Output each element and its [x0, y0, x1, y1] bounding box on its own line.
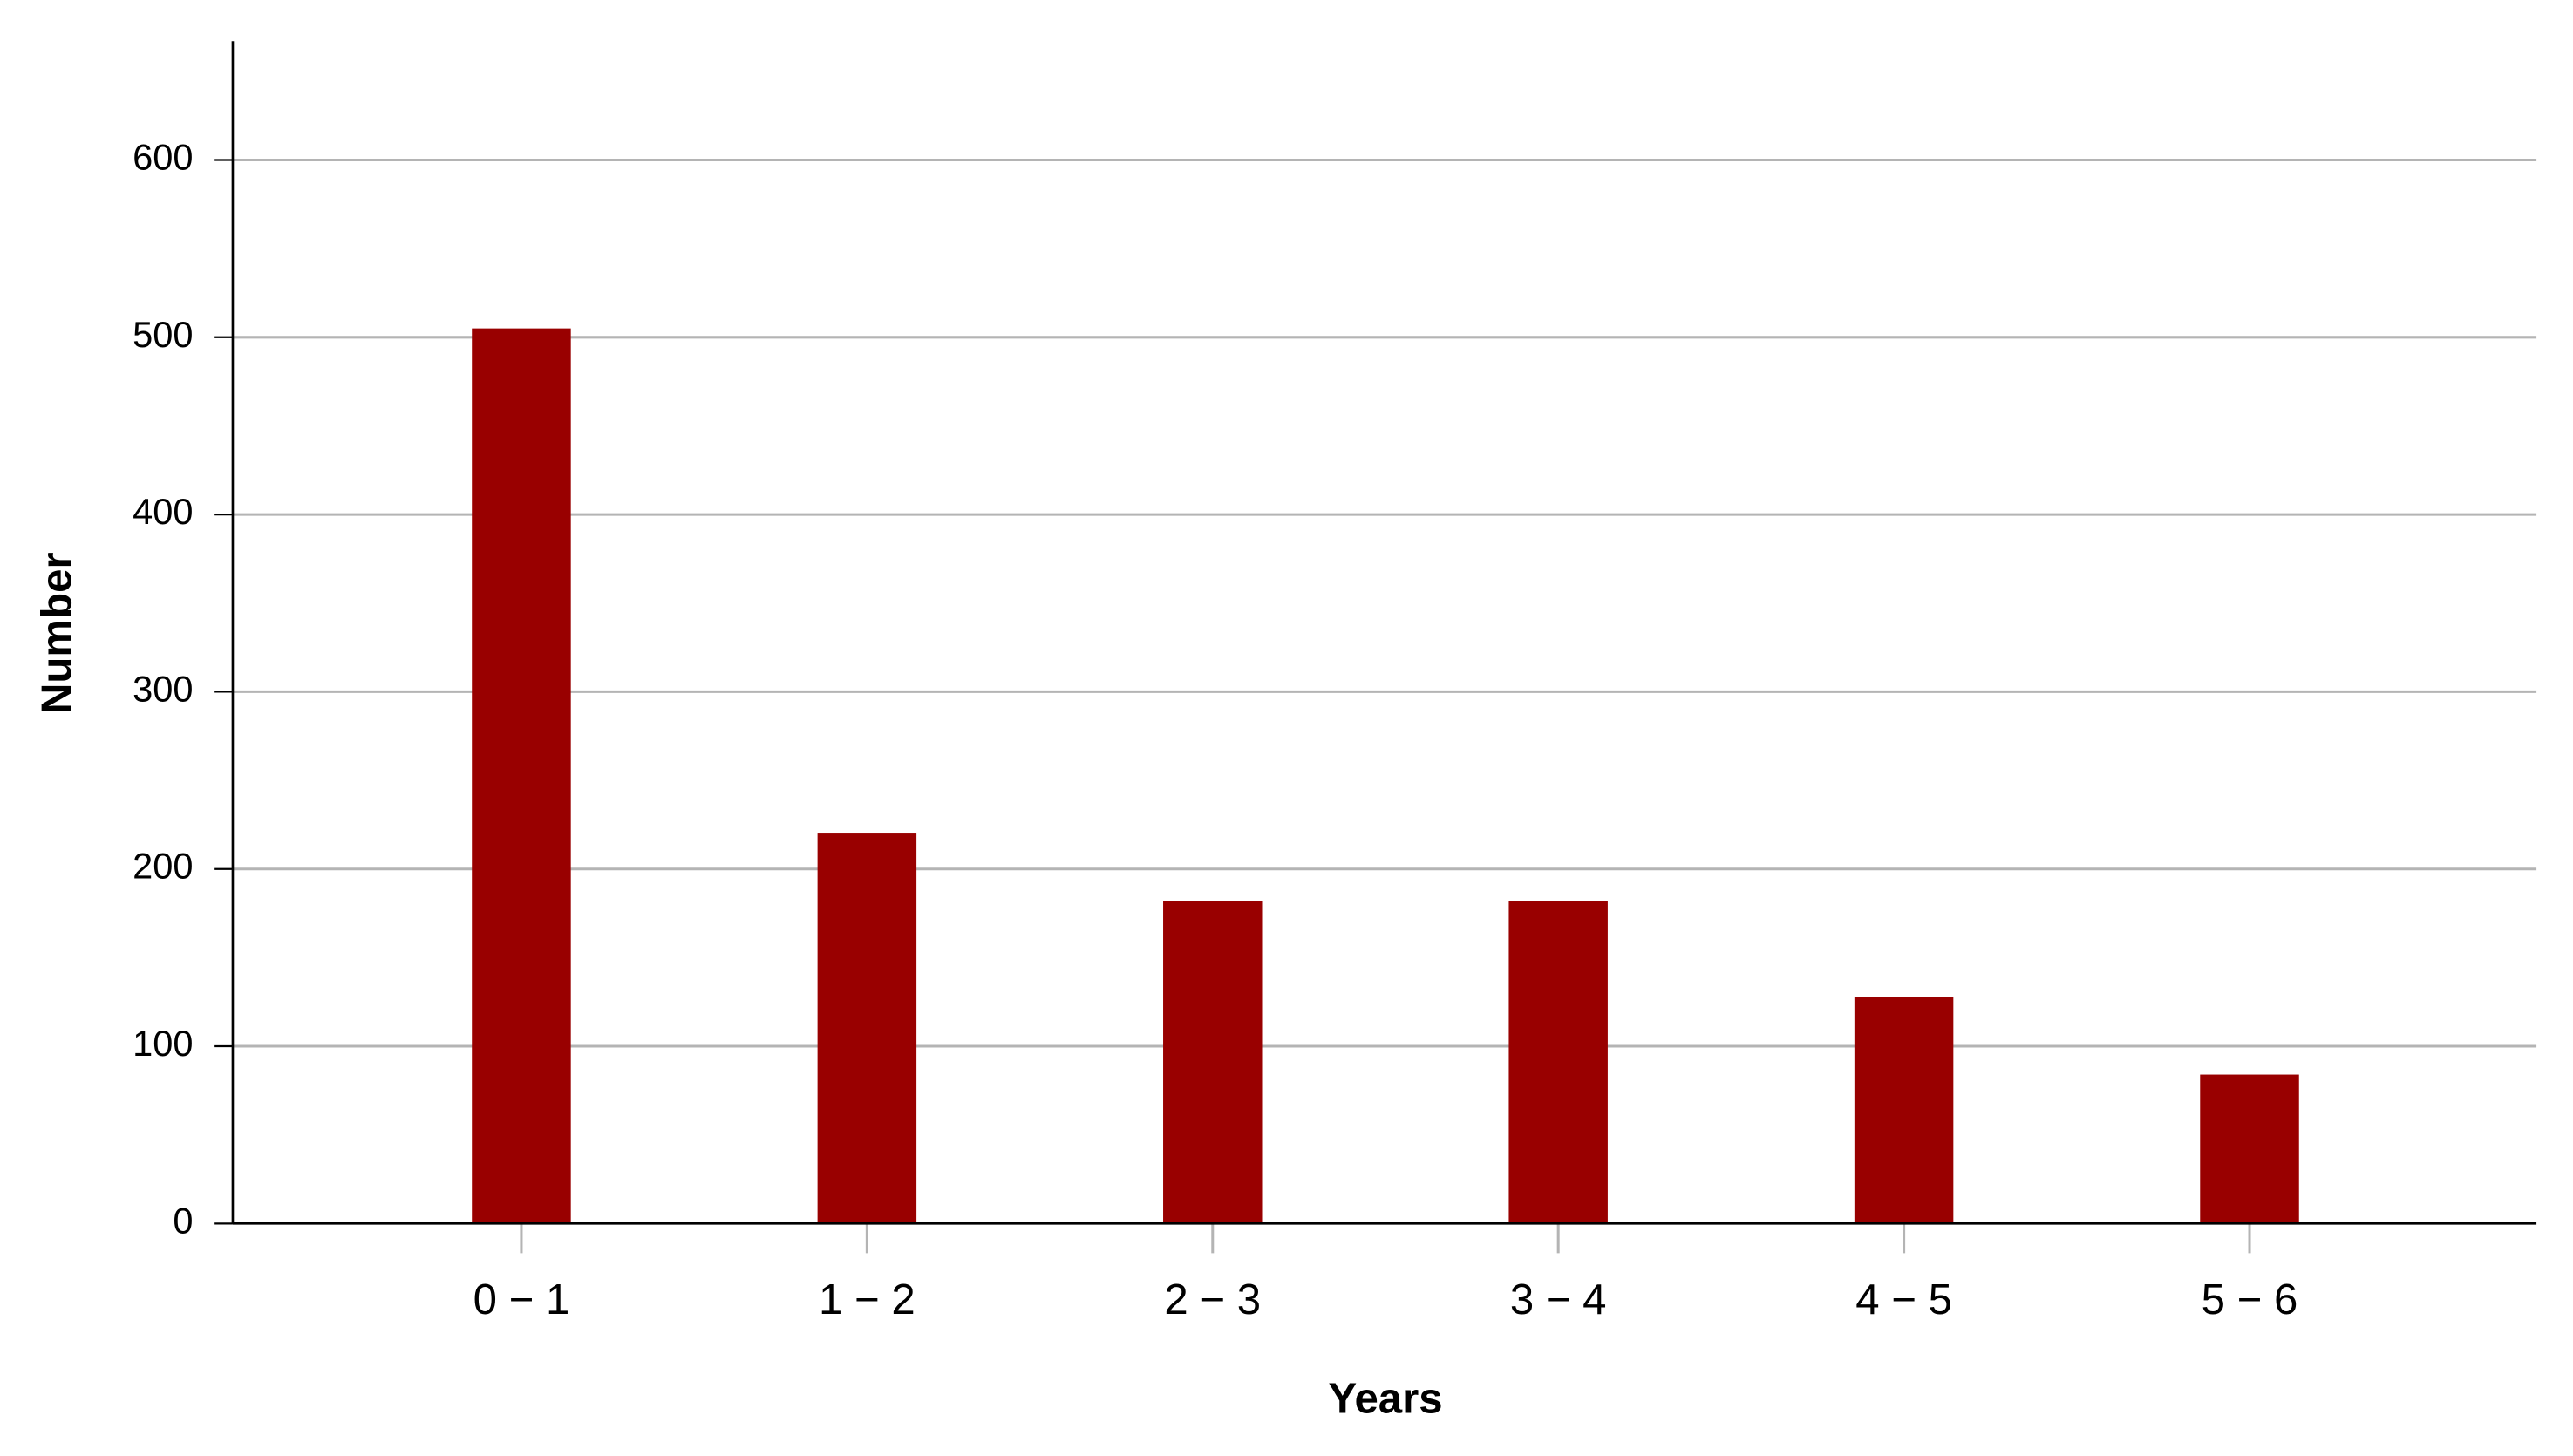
- bar: [1508, 901, 1608, 1224]
- bar: [472, 328, 571, 1224]
- y-tick-label: 600: [133, 136, 193, 177]
- y-tick-label: 100: [133, 1023, 193, 1064]
- x-axis-title: Years: [1328, 1375, 1442, 1423]
- x-tick-label: 4 − 5: [1855, 1276, 1952, 1323]
- x-tick-label: 5 − 6: [2202, 1276, 2298, 1323]
- y-tick-label: 300: [133, 668, 193, 709]
- y-axis-title: Number: [32, 552, 80, 714]
- y-tick-label: 500: [133, 314, 193, 355]
- bar: [1163, 901, 1263, 1224]
- x-tick-label: 1 − 2: [819, 1276, 916, 1323]
- y-tick-label: 200: [133, 846, 193, 887]
- bar: [2200, 1074, 2299, 1224]
- y-tick-label: 400: [133, 491, 193, 532]
- y-tick-label: 0: [173, 1200, 193, 1241]
- bar: [817, 833, 917, 1224]
- bar: [1854, 997, 1954, 1224]
- x-tick-label: 0 − 1: [473, 1276, 570, 1323]
- x-tick-label: 2 − 3: [1164, 1276, 1261, 1323]
- x-tick-label: 3 − 4: [1510, 1276, 1607, 1323]
